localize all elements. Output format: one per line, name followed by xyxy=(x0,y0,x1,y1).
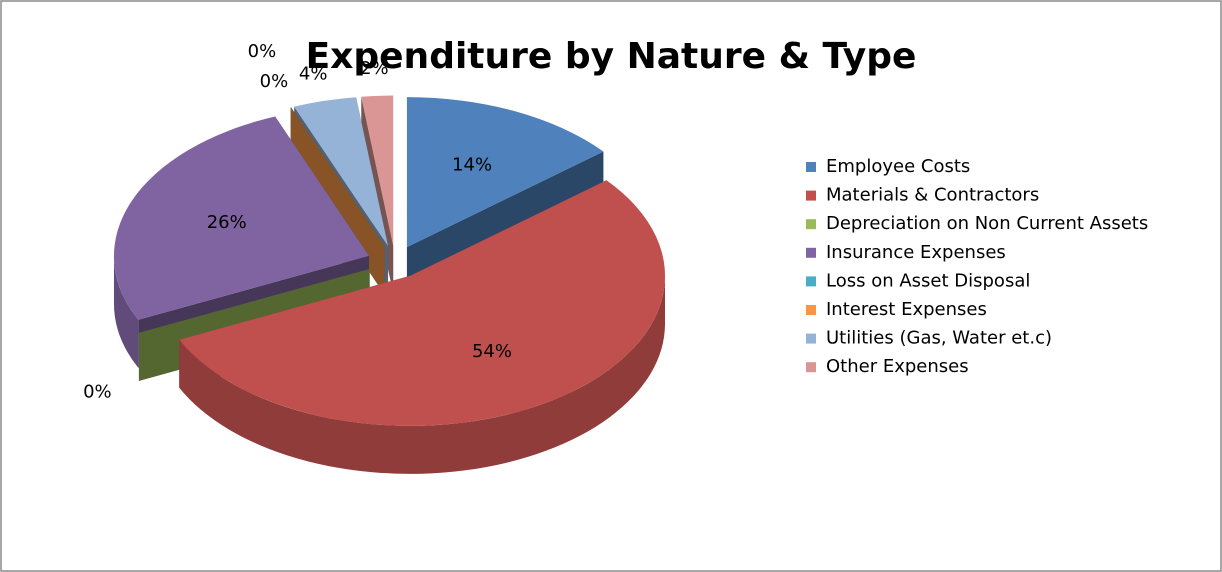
data-label: 0% xyxy=(83,381,112,402)
legend-swatch xyxy=(806,305,816,315)
legend-label: Loss on Asset Disposal xyxy=(826,270,1030,291)
slice-side xyxy=(113,255,139,368)
data-label: 14% xyxy=(452,155,492,176)
legend-label: Other Expenses xyxy=(826,356,969,377)
legend-swatch xyxy=(806,219,816,230)
slice xyxy=(290,107,385,247)
slice xyxy=(138,269,370,333)
legend-label: Depreciation on Non Current Assets xyxy=(826,213,1148,234)
legend-swatch xyxy=(806,362,816,373)
data-label: 0% xyxy=(260,71,289,92)
data-label: 26% xyxy=(207,212,247,233)
slice xyxy=(179,180,666,426)
legend-swatch xyxy=(806,162,816,172)
legend-swatch xyxy=(806,333,816,344)
data-label: 4% xyxy=(299,64,328,85)
data-label: 2% xyxy=(360,58,389,79)
legend-label: Utilities (Gas, Water et.c) xyxy=(826,328,1052,349)
data-label: 54% xyxy=(472,341,512,362)
legend-swatch xyxy=(806,276,816,287)
slice xyxy=(361,95,394,246)
slice xyxy=(294,97,389,247)
legend-swatch xyxy=(806,190,816,201)
legend-label: Materials & Contractors xyxy=(826,185,1039,206)
chart-title: Expenditure by Nature & Type xyxy=(306,36,917,77)
legend-swatch xyxy=(806,247,816,258)
legend-label: Employee Costs xyxy=(826,156,970,177)
slice xyxy=(113,116,369,320)
data-label: 0% xyxy=(248,41,277,62)
legend-label: Insurance Expenses xyxy=(826,242,1006,263)
slice-side xyxy=(179,275,666,474)
legend-label: Interest Expenses xyxy=(826,299,987,320)
slice xyxy=(406,97,604,248)
